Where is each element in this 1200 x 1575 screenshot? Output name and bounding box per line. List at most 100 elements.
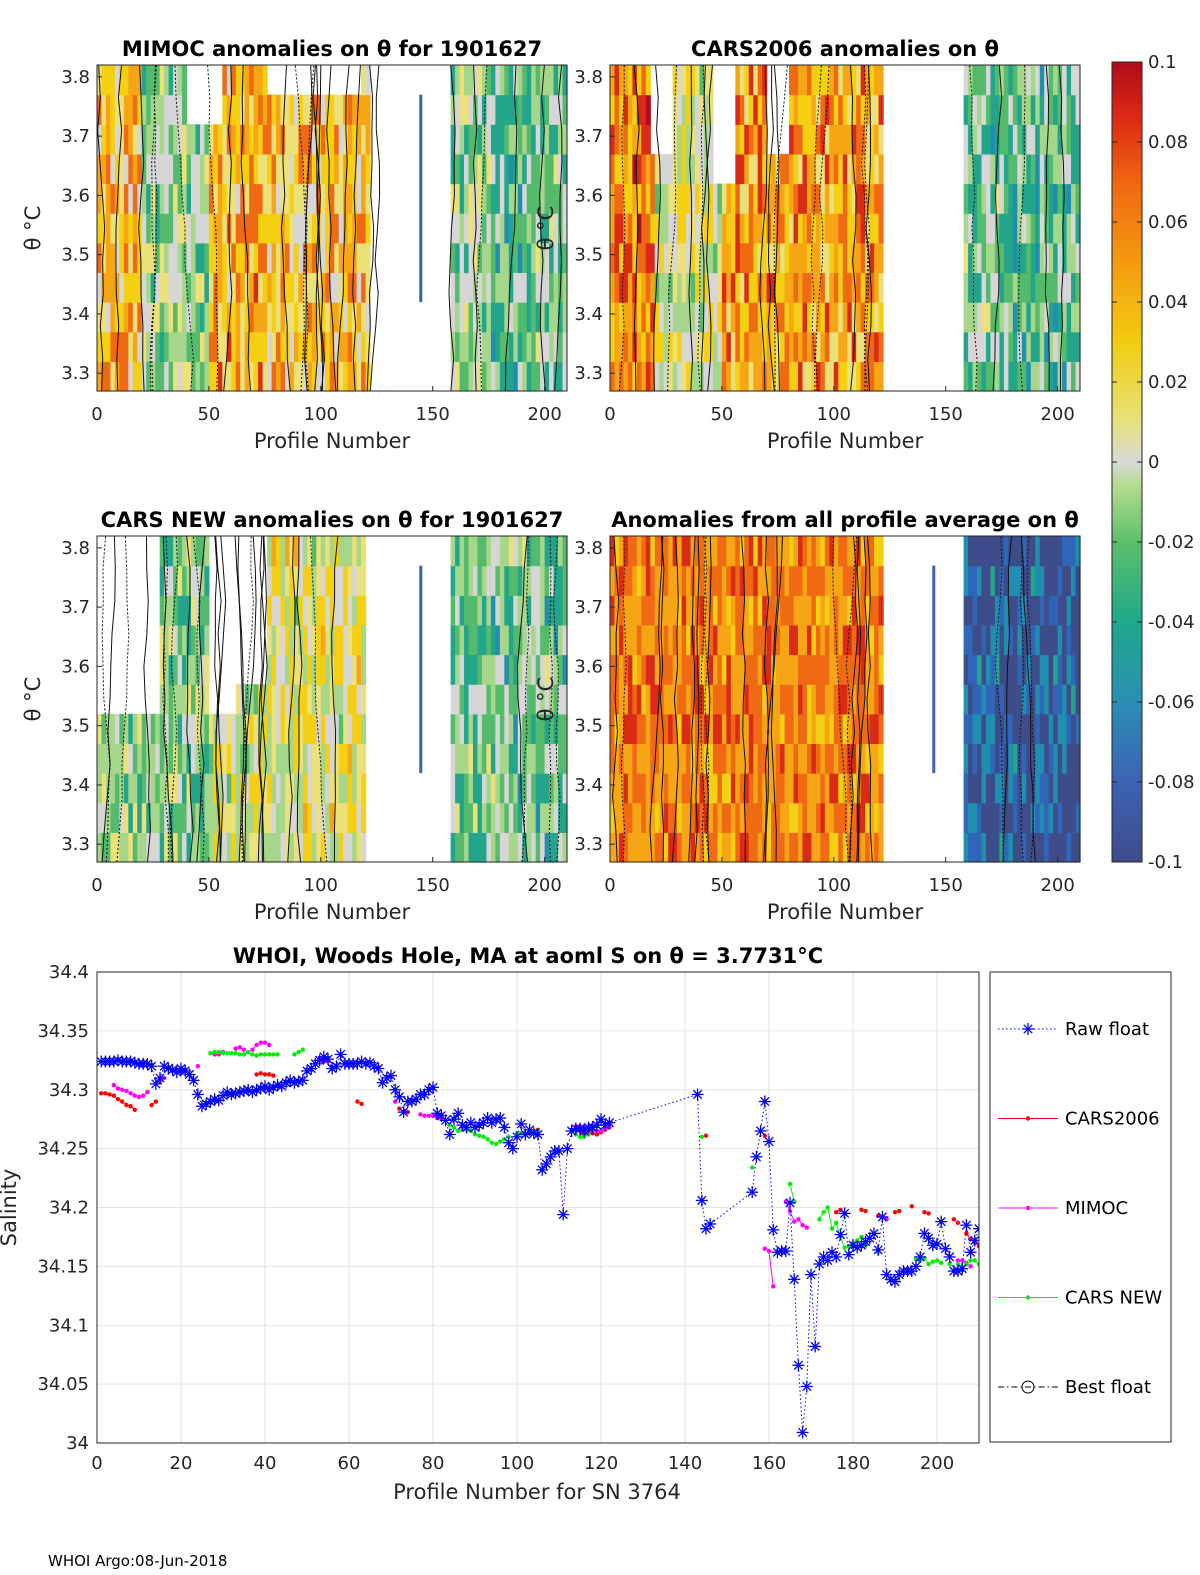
heatmap-cell bbox=[762, 124, 768, 155]
heatmap-cell bbox=[869, 331, 875, 362]
heatmap-cell bbox=[365, 124, 371, 155]
heatmap-cell bbox=[159, 684, 165, 715]
heatmap-cell bbox=[1026, 213, 1032, 244]
heatmap-cell bbox=[1053, 94, 1059, 125]
heatmap-cell bbox=[762, 802, 768, 833]
data-point bbox=[859, 1207, 864, 1213]
heatmap-cell bbox=[614, 743, 620, 774]
heatmap-cell bbox=[267, 183, 273, 214]
heatmap-cell bbox=[114, 153, 120, 185]
heatmap-cell bbox=[334, 94, 340, 125]
heatmap-cell bbox=[173, 124, 179, 155]
heatmap-cell bbox=[1071, 331, 1077, 362]
heatmap-cell bbox=[253, 361, 259, 392]
heatmap-cell bbox=[477, 536, 483, 567]
heatmap-cell bbox=[325, 213, 331, 244]
heatmap-cell bbox=[105, 331, 112, 362]
heatmap-cell bbox=[668, 832, 674, 863]
heatmap-cell bbox=[105, 272, 112, 303]
heatmap-cell bbox=[775, 565, 781, 596]
data-point bbox=[229, 1051, 234, 1056]
heatmap-cell bbox=[793, 242, 799, 274]
heatmap-cell bbox=[977, 595, 983, 626]
heatmap-cell bbox=[352, 153, 358, 185]
heatmap-cell bbox=[806, 713, 813, 745]
heatmap-cell bbox=[535, 565, 541, 596]
heatmap-cell bbox=[285, 565, 291, 596]
heatmap-cell bbox=[681, 624, 687, 656]
heatmap-cell bbox=[213, 272, 219, 303]
heatmap-cell bbox=[191, 536, 197, 567]
heatmap-cell bbox=[540, 302, 546, 333]
heatmap-cell bbox=[1075, 743, 1081, 774]
heatmap-cell bbox=[645, 361, 651, 392]
heatmap-cell bbox=[1035, 124, 1041, 155]
heatmap-cell bbox=[981, 302, 987, 333]
x-tick-label: 0 bbox=[604, 404, 615, 425]
heatmap-cell bbox=[744, 713, 750, 745]
heatmap-cell bbox=[280, 94, 286, 125]
data-point bbox=[427, 1081, 439, 1094]
heatmap-cell bbox=[677, 272, 683, 303]
heatmap-cell bbox=[164, 302, 170, 333]
data-point bbox=[195, 1064, 200, 1069]
heatmap-cell bbox=[222, 302, 228, 333]
heatmap-cell bbox=[97, 331, 103, 362]
heatmap-cell bbox=[1039, 773, 1045, 804]
data-point bbox=[418, 1112, 423, 1117]
heatmap-cell bbox=[173, 213, 179, 244]
heatmap-cell bbox=[356, 94, 362, 125]
heatmap-cell bbox=[1075, 213, 1081, 244]
heatmap-cell bbox=[504, 536, 510, 567]
heatmap-cell bbox=[123, 124, 129, 155]
heatmap-cell bbox=[842, 565, 848, 596]
heatmap-cell bbox=[455, 272, 461, 303]
heatmap-cell bbox=[1008, 361, 1014, 392]
heatmap-cell bbox=[811, 302, 817, 333]
heatmap-cell bbox=[784, 565, 790, 596]
heatmap-cell bbox=[739, 565, 745, 596]
heatmap-cell bbox=[977, 213, 983, 244]
heatmap-cell bbox=[481, 684, 488, 715]
heatmap-cell bbox=[508, 65, 514, 96]
heatmap-cell bbox=[226, 773, 232, 804]
heatmap-cell bbox=[986, 743, 992, 774]
heatmap-cell bbox=[762, 213, 768, 244]
heatmap-cell bbox=[186, 124, 192, 155]
heatmap-cell bbox=[481, 773, 488, 804]
heatmap-cell bbox=[208, 713, 214, 745]
heatmap-cell bbox=[681, 183, 687, 214]
heatmap-cell bbox=[347, 773, 353, 804]
heatmap-cell bbox=[977, 153, 983, 185]
heatmap-cell bbox=[213, 124, 219, 155]
heatmap-cell bbox=[280, 624, 286, 656]
heatmap-cell bbox=[981, 153, 987, 185]
heatmap-cell bbox=[334, 832, 340, 863]
heatmap-cell bbox=[802, 94, 808, 125]
heatmap-cell bbox=[1021, 124, 1027, 155]
heatmap-cell bbox=[490, 124, 496, 155]
heatmap-cell bbox=[298, 743, 304, 774]
colorbar-tick-label: 0.06 bbox=[1148, 212, 1188, 233]
heatmap-cell bbox=[562, 361, 568, 392]
heatmap-cell bbox=[352, 331, 358, 362]
heatmap-cell bbox=[1048, 124, 1054, 155]
heatmap-cell bbox=[276, 773, 282, 804]
heatmap-cell bbox=[137, 242, 143, 274]
heatmap-cell bbox=[356, 684, 362, 715]
heatmap-cell bbox=[748, 272, 754, 303]
y-axis-label: θ °C bbox=[21, 677, 45, 722]
heatmap-cell bbox=[504, 802, 510, 833]
heatmap-cell bbox=[513, 773, 519, 804]
heatmap-cell bbox=[298, 624, 304, 656]
heatmap-cell bbox=[641, 832, 647, 863]
heatmap-cell bbox=[302, 272, 308, 303]
heatmap-cell bbox=[1035, 565, 1041, 596]
heatmap-cell bbox=[1026, 331, 1032, 362]
heatmap-cell bbox=[860, 684, 866, 715]
heatmap-cell bbox=[177, 302, 183, 333]
heatmap-cell bbox=[544, 65, 550, 96]
heatmap-cell bbox=[1026, 832, 1032, 863]
heatmap-cell bbox=[1053, 713, 1059, 745]
heatmap-cell bbox=[204, 242, 210, 274]
